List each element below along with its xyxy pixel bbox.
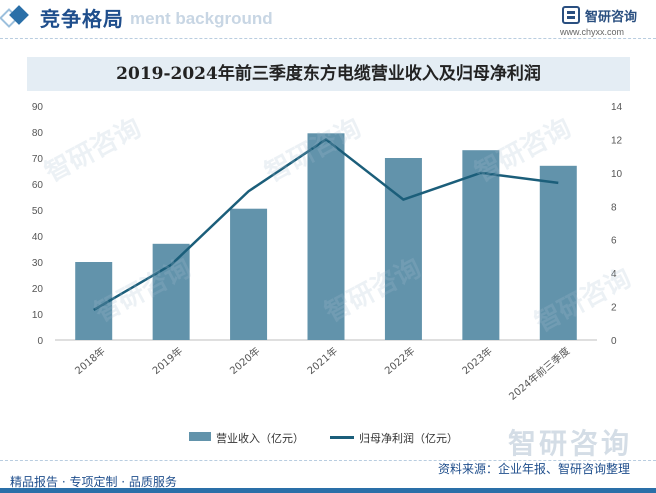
- footer-source: 资料来源：企业年报、智研咨询整理: [438, 462, 631, 476]
- revenue-bar: [230, 208, 268, 340]
- y-right-tick-label: 4: [611, 269, 617, 280]
- revenue-bar: [152, 243, 190, 340]
- y-left-tick-label: 30: [32, 258, 44, 269]
- header-divider: [0, 38, 656, 39]
- footer-divider: [0, 460, 656, 461]
- footer-watermark: 智研咨询: [508, 427, 633, 460]
- chart-title-band: [27, 57, 630, 91]
- revenue-bar: [462, 150, 500, 340]
- brand-url: www.chyxx.com: [560, 27, 625, 37]
- y-left-tick-label: 0: [37, 336, 43, 347]
- profit-line: [93, 138, 559, 311]
- y-right-tick-label: 0: [611, 336, 617, 347]
- revenue-bar: [539, 165, 577, 340]
- brand-logo-icon: [562, 6, 580, 24]
- header: ment background 竞争格局 智研咨询 www.chyxx.com: [0, 0, 656, 40]
- legend-label-revenue: 营业收入（亿元）: [216, 432, 304, 445]
- y-right-tick-label: 8: [611, 202, 617, 213]
- y-right-tick-label: 6: [611, 236, 617, 247]
- y-left-tick-label: 20: [32, 284, 44, 295]
- x-tick-label: 2018年: [72, 344, 108, 377]
- section-title: 竞争格局: [40, 7, 124, 31]
- y-left-tick-label: 90: [32, 102, 44, 113]
- footer-bar: [0, 488, 656, 493]
- revenue-bar: [307, 133, 345, 340]
- x-tick-label: 2022年: [382, 344, 418, 377]
- y-left-tick-label: 80: [32, 128, 44, 139]
- x-tick-label: 2024年前三季度: [506, 344, 572, 402]
- y-left-tick-label: 50: [32, 206, 44, 217]
- legend-label-profit: 归母净利润（亿元）: [359, 432, 458, 445]
- x-tick-label: 2020年: [227, 344, 263, 377]
- brand-name: 智研咨询: [585, 10, 638, 25]
- y-right-tick-label: 14: [611, 102, 623, 113]
- x-tick-label: 2023年: [459, 344, 495, 377]
- y-right-tick-label: 10: [611, 169, 623, 180]
- revenue-bar: [384, 158, 422, 340]
- y-left-tick-label: 40: [32, 232, 44, 243]
- y-left-tick-label: 70: [32, 154, 44, 165]
- y-left-tick-label: 60: [32, 180, 44, 191]
- y-right-tick-label: 12: [611, 135, 623, 146]
- section-watermark: ment background: [130, 9, 273, 28]
- legend-swatch-revenue: [189, 432, 211, 441]
- y-right-tick-label: 2: [611, 303, 617, 314]
- revenue-bar: [75, 262, 113, 340]
- y-left-tick-label: 10: [32, 310, 44, 321]
- chart-title: 2019-2024年前三季度东方电缆营业收入及归母净利润: [116, 64, 541, 84]
- x-tick-label: 2021年: [304, 344, 340, 377]
- x-tick-label: 2019年: [150, 344, 186, 377]
- footer-slogan: 精品报告 · 专项定制 · 品质服务: [10, 475, 177, 489]
- legend-swatch-profit: [330, 436, 354, 439]
